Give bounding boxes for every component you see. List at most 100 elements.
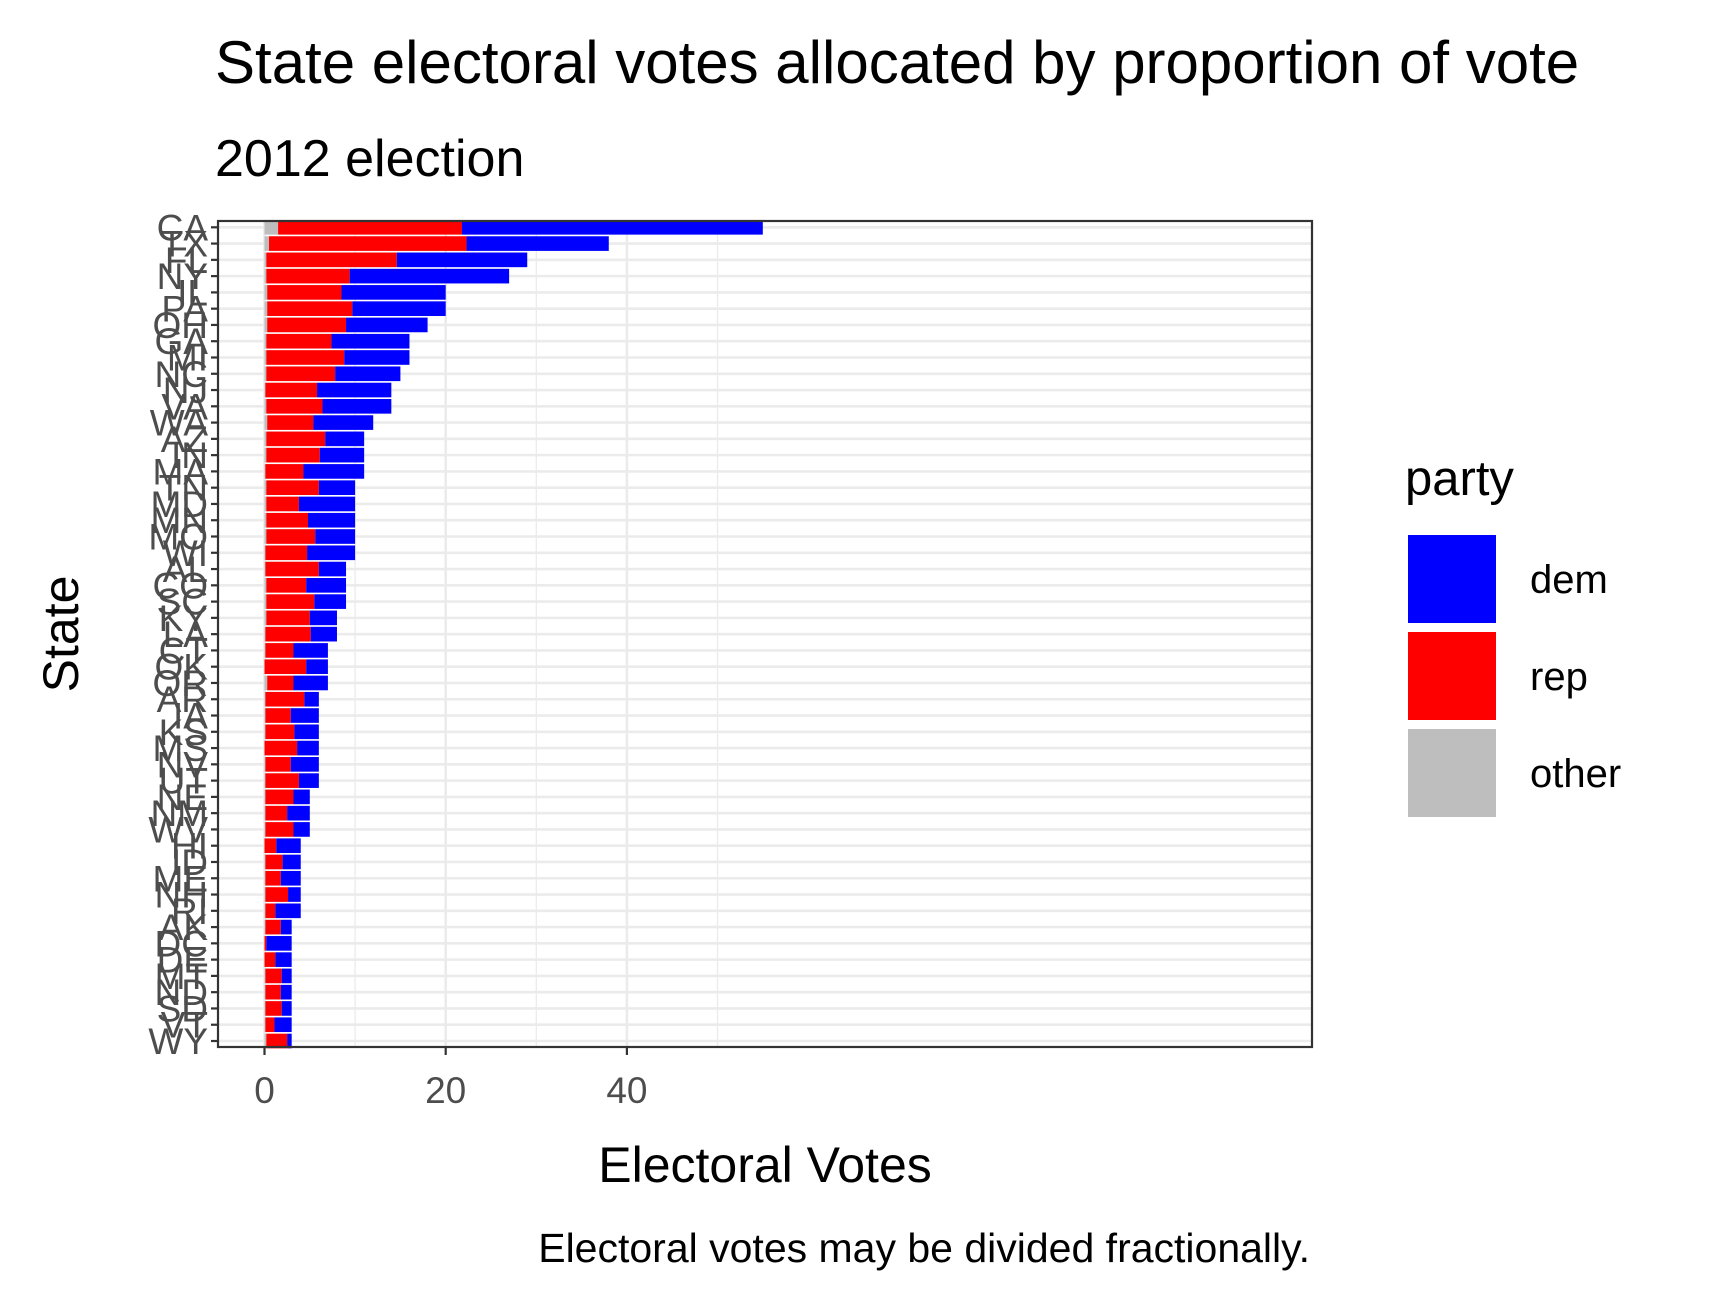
bar-MI-rep <box>266 350 345 365</box>
bar-NH-rep <box>265 887 289 902</box>
bar-AK-other <box>264 919 266 935</box>
bar-AL-other <box>264 561 266 577</box>
bar-WI-other <box>264 545 266 561</box>
y-tick-label: MS <box>153 728 209 769</box>
y-tick-label: IA <box>173 696 208 737</box>
bar-NY-rep <box>266 268 350 284</box>
bar-IL-other <box>264 285 268 300</box>
bar-WA-rep <box>267 415 314 430</box>
bar-KY-other <box>264 610 267 626</box>
y-tick-label: OH <box>153 305 209 346</box>
bar-VT-other <box>264 1017 266 1033</box>
bar-CA-other <box>264 219 279 235</box>
y-tick-label: NJ <box>163 370 208 411</box>
bar-MT-dem <box>281 968 292 984</box>
bar-AK-rep <box>265 919 281 935</box>
bar-MS-rep <box>264 740 298 756</box>
bar-AR-rep <box>265 691 305 707</box>
bar-IL-rep <box>267 285 342 300</box>
bar-NV-rep <box>265 757 291 772</box>
y-tick-label: MO <box>148 517 208 558</box>
x-axis: 0 20 40 <box>254 1047 647 1111</box>
bar-NV-dem <box>290 757 319 772</box>
x-tick-label: 0 <box>254 1070 275 1111</box>
bar-RI-other <box>264 903 266 919</box>
bar-WY-rep <box>266 1033 288 1049</box>
bar-NJ-rep <box>265 382 318 398</box>
y-tick-label: NC <box>155 354 208 395</box>
y-tick-label: NV <box>157 744 209 785</box>
bar-NM-rep <box>265 805 288 821</box>
legend: party dem rep other <box>1405 452 1621 817</box>
bar-OR-dem <box>293 675 328 691</box>
bar-OH-dem <box>346 317 428 333</box>
bar-MN-dem <box>307 512 356 528</box>
bar-OK-dem <box>306 659 328 675</box>
bar-MA-other <box>264 464 266 479</box>
bar-OR-other <box>264 675 268 691</box>
bar-NC-other <box>264 366 267 382</box>
bar-UT-other <box>264 773 266 788</box>
bar-SC-dem <box>314 594 347 609</box>
bar-CA-rep <box>278 219 463 235</box>
bar-IA-rep <box>265 708 291 723</box>
bar-OR-rep <box>267 675 294 691</box>
bar-KS-rep <box>265 724 295 740</box>
y-tick-label: WI <box>163 533 208 574</box>
bar-MA-rep <box>265 464 304 479</box>
bar-ND-other <box>264 984 266 1000</box>
bar-GA-other <box>264 333 267 349</box>
bar-WV-dem <box>293 822 310 837</box>
bar-ID-rep <box>265 854 283 870</box>
bar-VA-rep <box>266 398 323 414</box>
bar-AZ-rep <box>266 431 326 447</box>
bar-PA-rep <box>267 301 353 316</box>
y-tick-label: DE <box>157 940 208 981</box>
y-tick-label: DC <box>155 923 208 964</box>
legend-label-rep: rep <box>1530 655 1588 699</box>
y-tick-label: ME <box>153 858 209 899</box>
y-tick-label: MN <box>150 500 208 541</box>
y-tick-label: GA <box>155 321 209 362</box>
bar-CT-other <box>264 643 266 658</box>
bar-MD-dem <box>298 496 356 512</box>
y-tick-label: UT <box>159 761 208 802</box>
bar-MO-other <box>264 529 267 544</box>
bar-AZ-dem <box>325 431 365 447</box>
bar-MI-other <box>264 350 267 365</box>
y-tick-label: FL <box>165 240 208 281</box>
bar-GA-rep <box>266 333 332 349</box>
bar-NY-dem <box>349 268 510 284</box>
bar-MT-other <box>264 968 266 984</box>
bar-UT-rep <box>265 773 299 788</box>
bar-FL-rep <box>266 252 397 268</box>
bar-FL-dem <box>396 252 528 268</box>
bar-CO-dem <box>306 578 347 593</box>
bar-WY-other <box>264 1033 267 1049</box>
bar-IL-dem <box>341 285 446 300</box>
y-tick-label: IN <box>171 435 208 476</box>
y-tick-label: MA <box>153 451 209 492</box>
bar-ID-other <box>264 854 266 870</box>
y-axis-title: State <box>33 576 89 693</box>
bar-NH-dem <box>288 887 301 902</box>
bar-MD-rep <box>266 496 299 512</box>
bar-NJ-other <box>264 382 266 398</box>
bar-ND-dem <box>280 984 292 1000</box>
bar-DC-rep <box>264 936 267 951</box>
bar-ME-other <box>264 870 266 886</box>
y-tick-label: MI <box>167 337 208 378</box>
bar-CO-rep <box>266 578 307 593</box>
y-tick-label: ND <box>155 972 208 1013</box>
y-tick-label: VT <box>161 1005 208 1046</box>
y-tick-label: WA <box>150 403 209 444</box>
bar-OH-rep <box>267 317 347 333</box>
y-tick-label: VA <box>161 386 208 427</box>
bar-FL-other <box>264 252 267 268</box>
bar-UT-dem <box>298 773 319 788</box>
bars <box>264 219 763 1049</box>
bar-WY-dem <box>287 1033 292 1049</box>
y-tick-label: AR <box>157 679 208 720</box>
bar-RI-rep <box>265 903 276 919</box>
y-tick-label: CA <box>157 207 209 248</box>
